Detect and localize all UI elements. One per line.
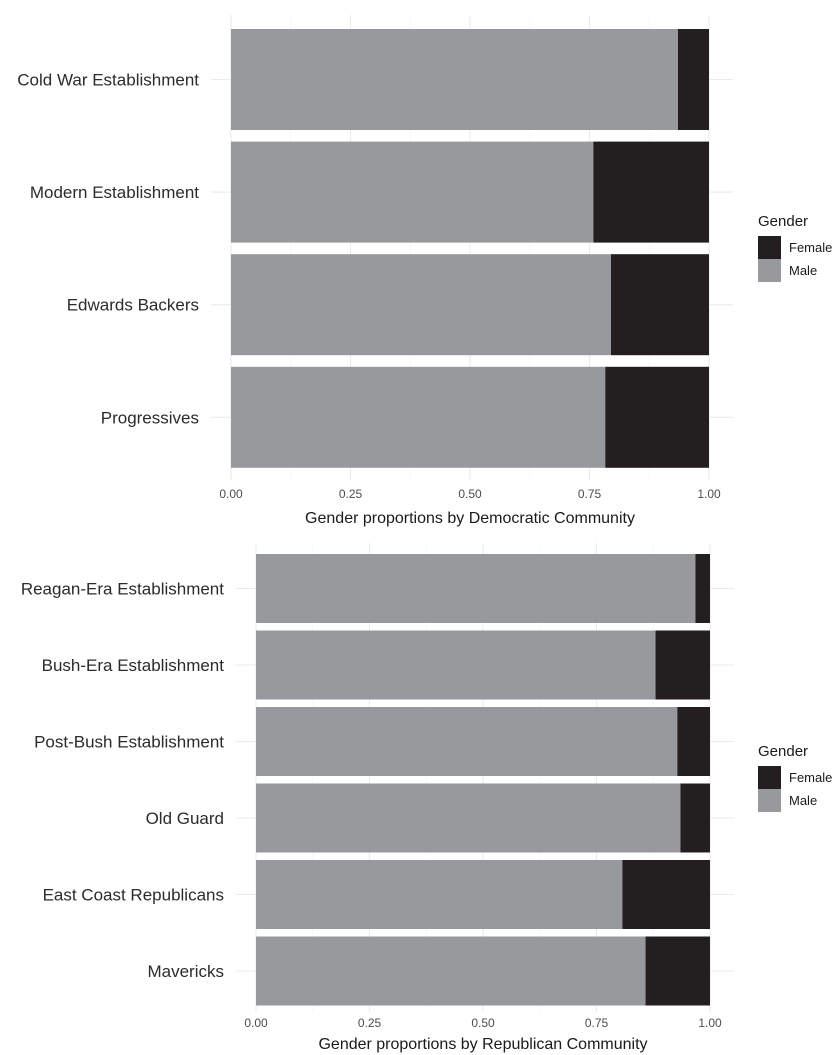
x-tick-label: 0.25 xyxy=(339,487,363,501)
bar-male xyxy=(256,936,646,1006)
x-tick-label: 0.00 xyxy=(219,487,243,501)
x-axis-title: Gender proportions by Democratic Communi… xyxy=(305,510,635,527)
bar-female xyxy=(655,630,710,700)
x-tick-label: 0.75 xyxy=(578,487,602,501)
legend-title: Gender xyxy=(758,213,808,230)
category-label: Cold War Establishment xyxy=(17,71,199,90)
category-label: Old Guard xyxy=(146,809,224,828)
category-label: Modern Establishment xyxy=(30,183,199,202)
legend-label: Female xyxy=(789,770,832,785)
bar-female xyxy=(605,366,709,468)
panel-1: Cold War Establishment Modern Establishme… xyxy=(17,15,832,527)
x-tick-label: 1.00 xyxy=(698,1016,722,1030)
category-label: Post-Bush Establishment xyxy=(34,733,224,752)
x-tick-label: 0.00 xyxy=(244,1016,268,1030)
legend-key-male xyxy=(758,259,781,282)
bar-female xyxy=(680,783,710,853)
bars xyxy=(231,29,709,468)
category-label: Bush-Era Establishment xyxy=(42,656,225,675)
bar-male xyxy=(256,860,623,929)
bar-male xyxy=(256,707,678,776)
legend-key-female xyxy=(758,766,781,789)
legend-label: Male xyxy=(789,793,817,808)
bar-male xyxy=(231,254,612,356)
bar-female xyxy=(622,860,710,929)
bar-female xyxy=(611,254,709,356)
category-label: Mavericks xyxy=(147,962,224,981)
bar-male xyxy=(256,783,681,853)
x-tick-label: 0.75 xyxy=(585,1016,609,1030)
legend-key-female xyxy=(758,236,781,259)
legend-label: Male xyxy=(789,263,817,278)
bars xyxy=(256,554,710,1006)
bar-male xyxy=(256,554,696,623)
bar-male xyxy=(256,630,656,700)
x-axis-title: Gender proportions by Republican Communi… xyxy=(318,1036,647,1053)
category-label: Edwards Backers xyxy=(67,296,199,315)
bar-female xyxy=(645,936,710,1006)
x-tick-label: 1.00 xyxy=(697,487,721,501)
bar-male xyxy=(231,29,678,130)
bar-female xyxy=(593,141,709,243)
category-label: Progressives xyxy=(101,408,199,427)
legend: Gender Female Male xyxy=(758,743,832,812)
x-tick-label: 0.50 xyxy=(458,487,482,501)
x-tick-label: 0.25 xyxy=(358,1016,382,1030)
legend-label: Female xyxy=(789,240,832,255)
x-tick-label: 0.50 xyxy=(471,1016,495,1030)
bar-female xyxy=(677,29,709,130)
legend-title: Gender xyxy=(758,743,808,760)
bar-male xyxy=(231,141,594,243)
panel-2: Reagan-Era Establishment Bush-Era Establi… xyxy=(21,543,832,1053)
legend-key-male xyxy=(758,789,781,812)
bar-male xyxy=(231,366,606,468)
bar-female xyxy=(695,554,710,623)
bar-female xyxy=(677,707,710,776)
category-label: Reagan-Era Establishment xyxy=(21,580,224,599)
legend: Gender Female Male xyxy=(758,213,832,282)
category-label: East Coast Republicans xyxy=(43,886,224,905)
